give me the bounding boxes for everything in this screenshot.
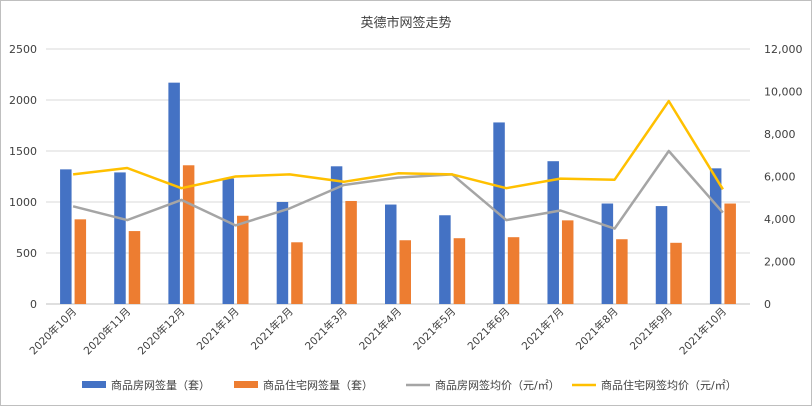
legend-swatch <box>234 381 258 388</box>
y-axis-right: 0 2,000 4,000 6,000 8,000 10,000 12,000 <box>764 43 803 311</box>
legend-swatch <box>82 381 106 388</box>
bar-residential-12 <box>724 203 736 304</box>
y-axis-left: 0 500 1000 1500 2000 2500 <box>9 43 37 311</box>
x-tick-label: 2021年9月 <box>627 305 675 353</box>
bar-commercial-housing-2 <box>168 82 180 304</box>
y-right-tick-label: 6,000 <box>764 171 796 184</box>
bar-commercial-housing-0 <box>60 169 72 304</box>
bar-residential-0 <box>74 219 87 304</box>
x-tick-label: 2021年10月 <box>677 305 729 357</box>
legend-label: 商品房网签均价（元/㎡） <box>435 378 560 392</box>
bar-commercial-housing-1 <box>114 172 126 304</box>
legend-label: 商品住宅网签均价（元/㎡） <box>601 378 737 392</box>
x-tick-label: 2021年3月 <box>302 305 350 353</box>
bar-commercial-housing-7 <box>439 215 451 304</box>
y-right-tick-label: 10,000 <box>764 86 803 99</box>
bar-residential-6 <box>399 240 411 304</box>
y-left-tick-label: 2000 <box>9 94 37 107</box>
bar-residential-2 <box>182 165 195 304</box>
x-tick-label: 2020年11月 <box>81 305 133 357</box>
bar-commercial-housing-11 <box>655 206 668 304</box>
bar-residential-7 <box>453 238 466 304</box>
y-left-tick-label: 2500 <box>9 43 37 56</box>
x-tick-label: 2021年7月 <box>519 305 567 353</box>
y-right-tick-label: 0 <box>764 298 771 311</box>
legend-label: 商品房网签量（套） <box>111 378 210 392</box>
x-axis: 2020年10月 2020年11月 2020年12月 2021年1月 2021年2月 20… <box>27 305 729 357</box>
bar-residential-1 <box>128 231 141 304</box>
bar-commercial-housing-10 <box>601 203 614 304</box>
bar-residential-11 <box>670 242 682 304</box>
y-left-tick-label: 500 <box>16 247 37 260</box>
y-right-tick-label: 12,000 <box>764 43 803 56</box>
bar-residential-8 <box>507 237 520 304</box>
line-series-1 <box>72 99 724 190</box>
bar-commercial-housing-4 <box>276 202 289 304</box>
bar-commercial-housing-3 <box>222 178 235 304</box>
x-tick-label: 2021年4月 <box>356 305 404 353</box>
line-series-0 <box>72 149 724 230</box>
y-right-tick-label: 2,000 <box>764 256 796 269</box>
bar-residential-3 <box>237 215 249 304</box>
bar-commercial-housing-12 <box>709 168 722 304</box>
legend-label: 商品住宅网签量（套） <box>263 378 373 392</box>
bar-commercial-housing-9 <box>547 161 559 304</box>
y-right-tick-label: 4,000 <box>764 213 796 226</box>
y-right-tick-label: 8,000 <box>764 128 796 141</box>
x-tick-label: 2021年8月 <box>573 305 621 353</box>
bar-residential-9 <box>561 220 574 304</box>
y-left-tick-label: 1500 <box>9 145 37 158</box>
x-tick-label: 2021年5月 <box>411 305 459 353</box>
bar-residential-5 <box>345 200 357 304</box>
bar-group <box>60 82 736 304</box>
x-tick-label: 2021年6月 <box>465 305 513 353</box>
bar-residential-10 <box>616 239 628 304</box>
x-tick-label: 2021年1月 <box>194 305 242 353</box>
bar-commercial-housing-5 <box>330 166 343 304</box>
y-left-tick-label: 1000 <box>9 196 37 209</box>
x-tick-label: 2021年2月 <box>248 305 296 353</box>
legend: 商品房网签量（套） 商品住宅网签量（套） 商品房网签均价（元/㎡） 商品住宅网签均价（… <box>82 378 737 392</box>
x-tick-label: 2020年10月 <box>27 305 79 357</box>
chart-title: 英德市网签走势 <box>360 16 452 31</box>
x-tick-label: 2020年12月 <box>135 305 187 357</box>
bar-commercial-housing-6 <box>385 204 397 304</box>
y-left-tick-label: 0 <box>30 298 37 311</box>
line-group <box>72 99 724 230</box>
bar-residential-4 <box>291 242 303 304</box>
